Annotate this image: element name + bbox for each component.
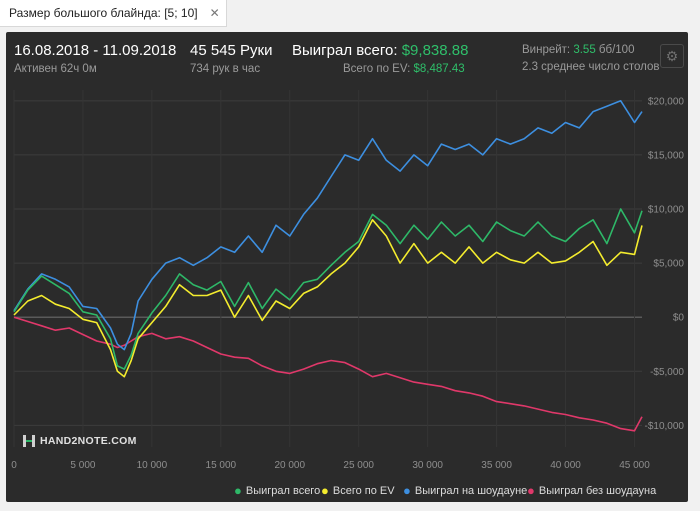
ev-value: $8,487.43	[413, 63, 465, 75]
legend-label: Выиграл на шоудауне	[414, 485, 528, 497]
x-tick-label: 30 000	[412, 460, 443, 471]
won-total-value: $9,838.88	[401, 42, 469, 59]
x-tick-label: 45 000	[619, 460, 650, 471]
series-line	[13, 316, 643, 432]
legend-dot: ●	[234, 483, 242, 498]
y-tick-label: $5,000	[653, 259, 684, 270]
legend-item-showdown[interactable]: ● Выиграл на шоудауне	[403, 483, 528, 498]
y-tick-label: -$5,000	[650, 367, 684, 378]
y-tick-label: $20,000	[648, 96, 685, 107]
legend-label: Выиграл всего	[245, 485, 321, 497]
date-range: 16.08.2018 - 11.09.2018	[14, 42, 177, 59]
legend-dot: ●	[321, 483, 329, 498]
legend-label: Всего по EV	[332, 485, 395, 497]
winrate-value: 3.55	[573, 44, 596, 56]
won-total-label: Выиграл всего:	[292, 42, 398, 59]
legend-label: Выиграл без шоудауна	[538, 485, 657, 497]
line-chart: -$10,000 -$5,000 $0 $5,000 $10,000 $15,000 $20…	[11, 90, 685, 471]
x-tick-label: 35 000	[481, 460, 512, 471]
series-line	[13, 208, 643, 370]
y-tick-label: $15,000	[648, 150, 685, 161]
graph-panel: 16.08.2018 - 11.09.2018 Активен 62ч 0м 4…	[6, 32, 688, 502]
hand2note-logo: HAND2NOTE.COM	[22, 434, 137, 448]
avg-tables: 2.3 среднее число столов	[522, 61, 660, 73]
x-tick-label: 0	[11, 460, 17, 471]
winrate-unit: бб/100	[598, 44, 635, 56]
active-time: Активен 62ч 0м	[14, 63, 97, 75]
legend-dot: ●	[527, 483, 535, 498]
logo-icon	[22, 434, 36, 448]
legend-item-won-total[interactable]: ● Выиграл всего	[234, 483, 321, 498]
logo-text: HAND2NOTE.COM	[40, 435, 137, 447]
x-tick-label: 15 000	[206, 460, 237, 471]
legend-item-ev[interactable]: ● Всего по EV	[321, 483, 395, 498]
series-line	[13, 219, 643, 378]
x-tick-label: 25 000	[343, 460, 374, 471]
y-tick-label: $0	[673, 313, 685, 324]
x-tick-label: 20 000	[274, 460, 305, 471]
won-total: Выиграл всего: $9,838.88	[292, 42, 468, 59]
hands-per-hour: 734 рук в час	[190, 63, 261, 75]
winrate: Винрейт: 3.55 бб/100	[522, 44, 634, 56]
y-tick-label: $10,000	[648, 205, 685, 216]
legend-dot: ●	[403, 483, 411, 498]
hands-count: 45 545 Руки	[190, 42, 273, 59]
tab-title: Размер большого блайнда: [5; 10]	[9, 6, 198, 20]
x-tick-label: 5 000	[70, 460, 95, 471]
close-icon[interactable]: ✕	[209, 6, 220, 20]
gear-icon[interactable]: ⚙	[660, 44, 684, 68]
chart-tab[interactable]: Размер большого блайнда: [5; 10] ✕	[0, 0, 227, 27]
ev-total: Всего по EV: $8,487.43	[343, 63, 465, 75]
legend-item-non-showdown[interactable]: ● Выиграл без шоудауна	[527, 483, 657, 498]
series-line	[13, 100, 643, 351]
ev-label: Всего по EV:	[343, 63, 411, 75]
x-tick-label: 10 000	[137, 460, 168, 471]
y-tick-label: -$10,000	[645, 421, 685, 432]
winrate-label: Винрейт:	[522, 44, 571, 56]
x-tick-label: 40 000	[550, 460, 581, 471]
